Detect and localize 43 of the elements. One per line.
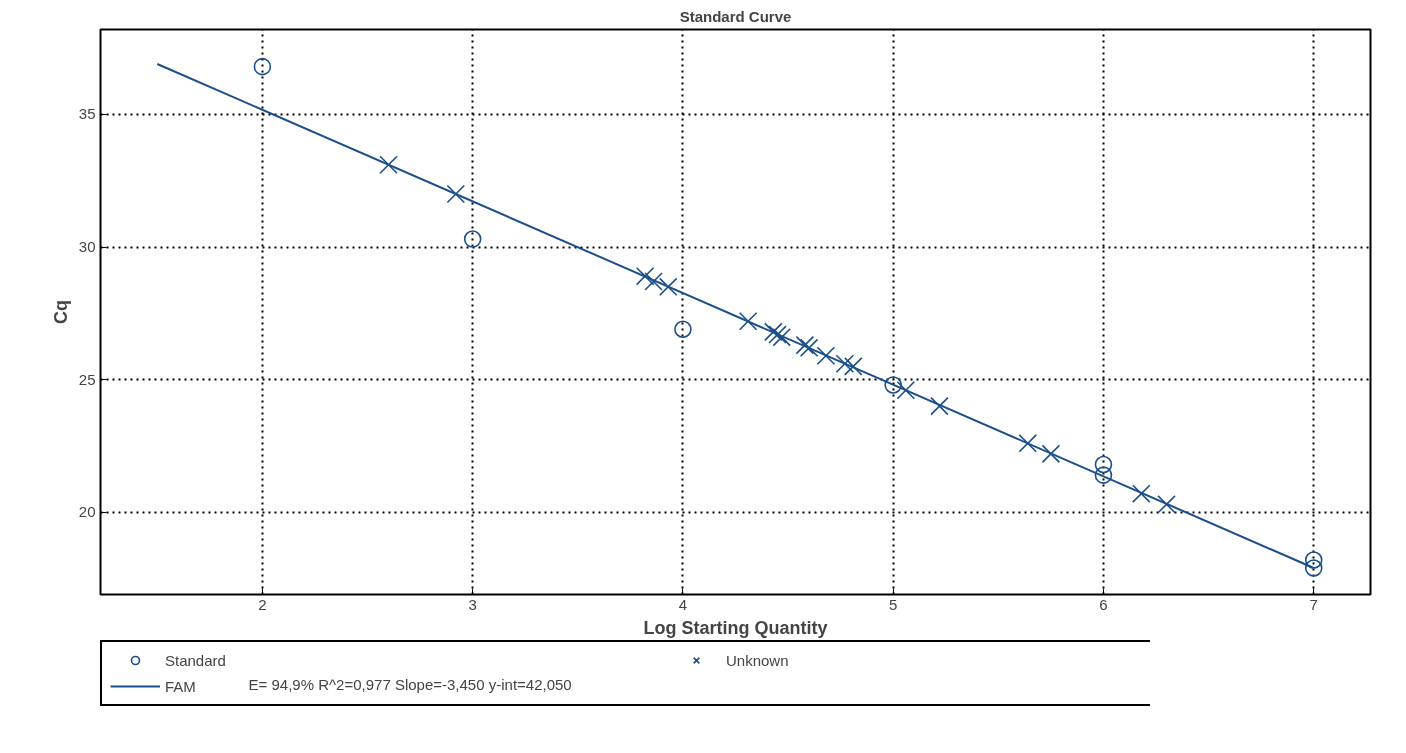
point [1094, 466, 1113, 484]
legend-label: FAM [165, 677, 196, 695]
point [253, 57, 272, 76]
x-tick-label: 7 [1309, 595, 1318, 613]
point [896, 380, 916, 400]
legend-label: Standard [165, 650, 227, 670]
point [635, 266, 655, 286]
point [884, 376, 902, 394]
x-axis-title: Log Starting Quantity [643, 617, 828, 638]
x-tick-label: 6 [1099, 595, 1108, 613]
point [658, 277, 678, 297]
y-tick-label: 20 [78, 503, 96, 521]
point [1157, 495, 1176, 514]
point [1304, 551, 1323, 569]
point [1018, 434, 1038, 453]
point [835, 354, 855, 374]
point [738, 312, 758, 331]
point [1094, 455, 1113, 474]
x-tick-label: 4 [678, 595, 688, 613]
point [816, 346, 836, 366]
y-axis-title: Cq [50, 300, 71, 324]
point [463, 230, 482, 248]
x-tick-label: 5 [889, 595, 898, 613]
point [379, 155, 398, 175]
point [843, 357, 863, 376]
x-tick-label: 2 [258, 595, 267, 613]
point [446, 184, 466, 204]
y-tick-label: 30 [78, 238, 96, 256]
point [1041, 444, 1061, 464]
point [930, 396, 949, 416]
legend-label: Unknown [726, 650, 790, 670]
point [764, 322, 783, 342]
point [772, 327, 792, 347]
point [674, 320, 692, 339]
x-tick-label: 3 [468, 595, 477, 613]
y-tick-label: 25 [78, 370, 96, 388]
chart-title: Standard Curve [679, 7, 792, 25]
point [1132, 484, 1151, 503]
text: E= 94,9% R^2=0,977 Slope=-3,450 y-int=42,050 [248, 676, 572, 693]
point [1304, 559, 1323, 577]
point [644, 272, 663, 291]
point [768, 325, 787, 344]
y-tick-label: 35 [78, 105, 96, 123]
